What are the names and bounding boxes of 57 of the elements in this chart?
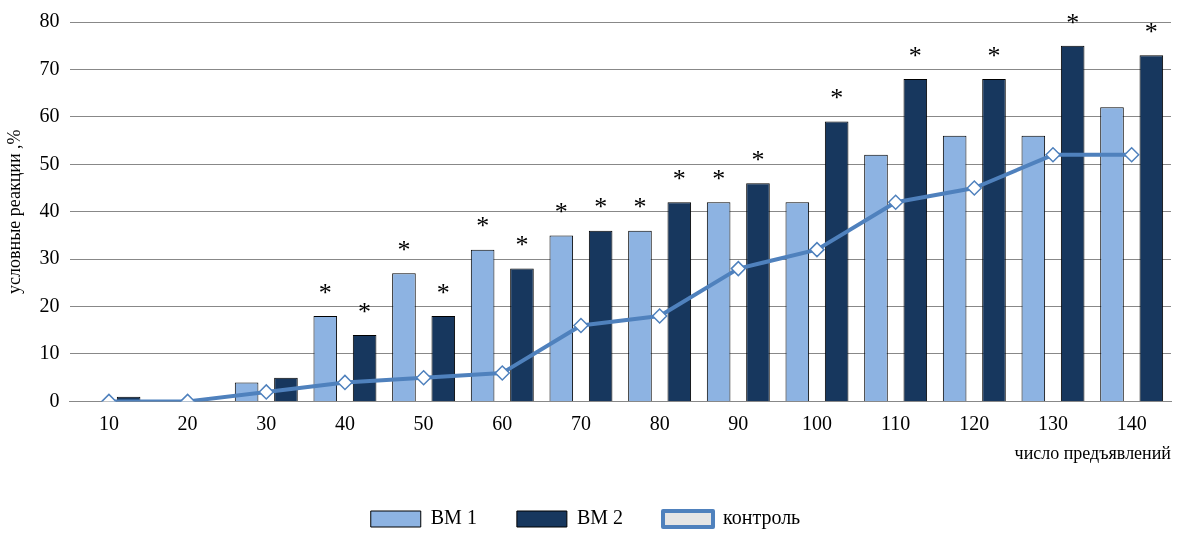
legend-label: контроль xyxy=(723,506,801,530)
x-tick-label: 80 xyxy=(649,411,670,434)
data-label: * xyxy=(318,277,332,307)
data-label: * xyxy=(830,83,844,113)
point xyxy=(337,374,353,391)
data-label: * xyxy=(476,211,490,241)
x-tick-label: 70 xyxy=(570,411,591,434)
point xyxy=(1123,147,1140,163)
x-tick-label: 30 xyxy=(256,411,277,434)
data-label: * xyxy=(397,235,411,265)
data-label: * xyxy=(358,296,372,326)
y-axis-title: условные реакции ,% xyxy=(3,129,24,294)
point xyxy=(966,180,983,196)
y-tick-label: 70 xyxy=(39,56,60,79)
x-tick-label: 10 xyxy=(98,411,119,434)
point xyxy=(415,369,432,386)
y-tick-label: 0 xyxy=(49,388,60,411)
data-label: * xyxy=(515,230,529,260)
data-label: * xyxy=(672,164,686,194)
legend-label: ВМ 2 xyxy=(576,506,624,529)
y-tick-label: 10 xyxy=(39,341,60,364)
x-tick-label: 20 xyxy=(177,411,198,434)
x-axis-title: число предъявлений xyxy=(1014,442,1172,463)
x-tick-label: 90 xyxy=(728,411,749,434)
x-tick-label: 100 xyxy=(801,411,832,434)
point xyxy=(258,384,275,400)
data-label: * xyxy=(1144,17,1158,47)
data-label: * xyxy=(751,145,765,175)
point xyxy=(651,308,668,324)
x-tick-label: 110 xyxy=(881,411,911,434)
data-label: * xyxy=(436,277,450,307)
x-tick-label: 130 xyxy=(1037,411,1068,434)
x-tick-label: 40 xyxy=(334,411,355,434)
y-tick-label: 30 xyxy=(39,246,60,269)
x-tick-label: 50 xyxy=(413,411,434,434)
data-label: * xyxy=(712,164,726,194)
point xyxy=(1045,147,1061,163)
x-tick-label: 120 xyxy=(959,411,990,434)
legend-label: ВМ 1 xyxy=(430,506,477,529)
point xyxy=(887,194,904,210)
point xyxy=(573,317,589,334)
data-label: * xyxy=(1066,7,1080,37)
y-tick-label: 20 xyxy=(39,293,60,316)
y-tick-label: 60 xyxy=(39,104,60,127)
y-tick-label: 80 xyxy=(39,9,60,32)
data-label: * xyxy=(633,192,647,222)
data-label: * xyxy=(987,40,1001,70)
x-tick-label: 60 xyxy=(492,411,513,434)
point xyxy=(809,241,825,258)
point xyxy=(494,365,511,381)
x-tick-label: 140 xyxy=(1116,411,1147,434)
y-tick-label: 40 xyxy=(39,198,60,221)
data-label: * xyxy=(554,197,568,227)
data-label: * xyxy=(594,192,608,222)
point xyxy=(730,260,747,277)
data-label: * xyxy=(908,40,922,70)
y-tick-label: 50 xyxy=(39,151,60,174)
